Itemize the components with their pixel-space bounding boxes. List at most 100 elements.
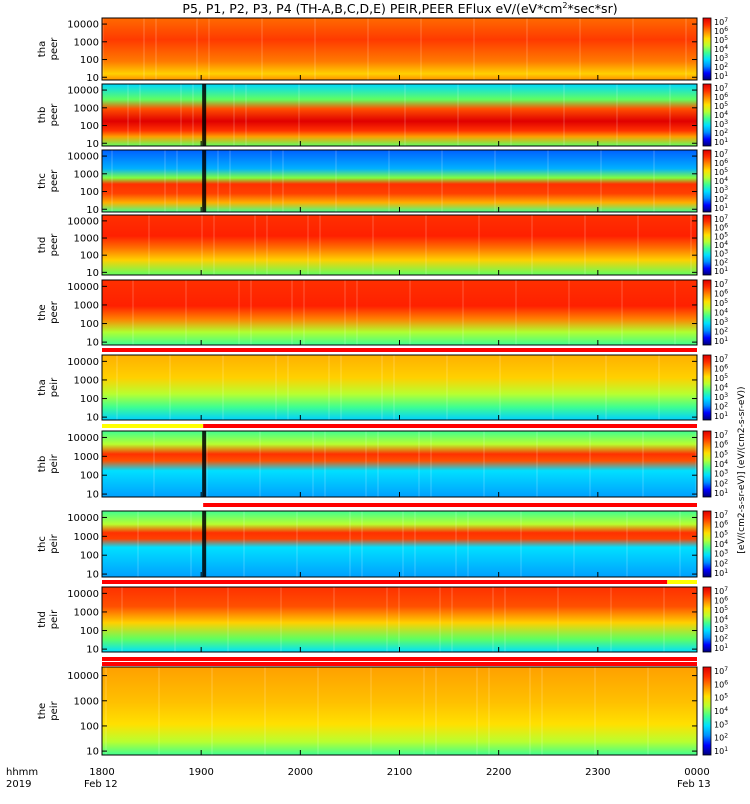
colorbar-tick-label: 102 (714, 194, 728, 204)
spectrogram-streak (653, 150, 655, 212)
panel-the-peer: 10000 1000 100 10 the peer 1011021031041051061… (37, 279, 728, 349)
spectrogram-streak (370, 667, 372, 755)
spectrogram-streak (233, 84, 235, 146)
colorbar-tick-label: 104 (714, 176, 728, 186)
spectrogram-streak (483, 431, 485, 497)
spectrogram-streak (335, 150, 337, 212)
colorbar-tick-label: 106 (714, 520, 728, 530)
spectrogram-streak (238, 280, 240, 345)
panel-tha-peer: 10000 1000 100 10 tha peer 1011021031041051061… (37, 17, 728, 84)
panel-thb-peer: 10000 1000 100 10 thb peer 1011021031041051061… (37, 83, 728, 150)
colorbar-tick-label: 106 (714, 26, 728, 36)
y-tick-label: 1000 (74, 234, 99, 245)
panel-species-label: peer (49, 300, 60, 324)
spectrogram-streak (116, 355, 118, 420)
spectrogram-streak (647, 667, 649, 755)
spectrogram-streak (303, 280, 305, 345)
spectrogram-streak (365, 431, 367, 497)
spectrogram-streak (488, 667, 490, 755)
spectrogram-streak (201, 215, 203, 275)
spectrogram-streak (552, 355, 554, 420)
colorbar-tick-label: 107 (714, 666, 728, 676)
colorbar-tick-label: 106 (714, 364, 728, 374)
spectrogram-streak (499, 355, 501, 420)
spectrogram-streak (568, 280, 570, 345)
spectrogram-streak (280, 587, 282, 652)
spectrogram-streak (275, 355, 277, 420)
panel-tha-peir: 10000 1000 100 10 tha peir 1011021031041051061… (37, 354, 728, 424)
colorbar-tick-label: 101 (714, 71, 728, 81)
chart-title-tail: *sec*sr) (567, 1, 617, 16)
colorbar-tick-label: 105 (714, 449, 728, 459)
colorbar-tick-label: 105 (714, 231, 728, 241)
spectrogram-streak (425, 215, 427, 275)
panel-probe-label: thb (37, 107, 48, 124)
colorbar-tick-label: 102 (714, 733, 728, 743)
colorbar-tick-label: 107 (714, 279, 728, 289)
spectrogram-streak (388, 150, 390, 212)
colorbar-tick-label: 103 (714, 249, 728, 259)
spectrogram-streak (393, 355, 395, 420)
footer-date-end: Feb 13 (677, 779, 711, 790)
colorbar (702, 430, 712, 498)
spectrogram-streak (312, 431, 314, 497)
colorbar-tick-label: 105 (714, 167, 728, 177)
colorbar-tick-label: 104 (714, 459, 728, 469)
y-tick-label: 10000 (67, 671, 99, 682)
spectrogram-streak (317, 667, 319, 755)
y-tick-label: 1000 (74, 300, 99, 311)
spectrogram-streak (180, 84, 182, 146)
colorbar (702, 586, 712, 653)
y-tick-label: 1000 (74, 532, 99, 543)
y-tick-label: 100 (80, 721, 99, 732)
spectrogram-streak (319, 215, 321, 275)
spectrogram-streak (457, 84, 459, 146)
panel-thb-peir: 10000 1000 100 10 thb peir 1011021031041051061… (37, 430, 728, 501)
spectrogram-streak (462, 280, 464, 345)
spectrogram-streak (282, 150, 284, 212)
y-tick-label: 10000 (67, 216, 99, 227)
spectrogram-streak (398, 587, 400, 652)
y-tick-label: 10 (86, 73, 99, 84)
y-tick-label: 10 (86, 747, 99, 758)
spectrogram-streak (632, 18, 634, 80)
status-strip (203, 424, 697, 428)
x-tick-label: 1800 (89, 767, 114, 778)
colorbar-tick-label: 101 (714, 266, 728, 276)
y-tick-label: 1000 (74, 37, 99, 48)
spectrogram-streak (211, 667, 213, 755)
spectrogram-streak (402, 511, 404, 577)
spectrogram-streak (563, 84, 565, 146)
spectrogram-streak (217, 150, 219, 212)
spectrogram-streak (121, 587, 123, 652)
colorbar-tick-label: 101 (714, 746, 728, 756)
spectrogram-streak (626, 511, 628, 577)
spectrogram-streak (192, 84, 194, 146)
panel-probe-label: thd (37, 611, 48, 628)
colorbar-tick-label: 102 (714, 478, 728, 488)
colorbar-tick-label: 103 (714, 719, 728, 729)
spectrogram-streak (169, 355, 171, 420)
status-strip (102, 662, 697, 666)
colorbar-tick-label: 105 (714, 35, 728, 45)
chart-title-sup: 2 (562, 1, 567, 10)
spectrogram-streak (679, 511, 681, 577)
spectrogram-streak (185, 280, 187, 345)
spectrogram-streak (637, 215, 639, 275)
colorbar-tick-label: 103 (714, 185, 728, 195)
x-axis: 1800 1900 2000 2100 2200 2300 0000 (89, 767, 709, 778)
spectrogram-streak (250, 280, 252, 345)
panel-species-label: peir (49, 533, 60, 553)
spectrogram-streak (573, 511, 575, 577)
colorbar-tick-label: 102 (714, 257, 728, 267)
panel-species-label: peir (49, 700, 60, 720)
spectrogram-streak (621, 280, 623, 345)
spectrogram-streak (455, 511, 457, 577)
spectrogram-streak (473, 18, 475, 80)
spectrogram-streak (663, 587, 665, 652)
colorbar-tick-label: 101 (714, 336, 728, 346)
colorbar-tick-label: 106 (714, 223, 728, 233)
spectrogram-streak (190, 511, 192, 577)
